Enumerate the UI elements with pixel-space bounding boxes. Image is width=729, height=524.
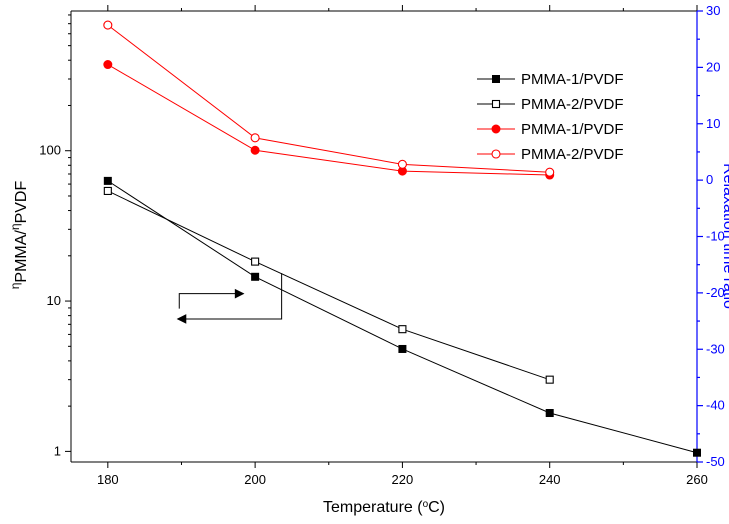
series-2-line — [107, 190, 550, 381]
x-tick-label: 220 — [392, 472, 414, 487]
x-tick-label: 260 — [686, 472, 708, 487]
series-1-point — [693, 448, 701, 457]
y-left-tick-label: 10 — [47, 293, 61, 308]
series-2-point — [398, 325, 407, 334]
y-right-tick-label: 30 — [706, 3, 720, 18]
left-axis-indicator-arrow — [176, 273, 283, 324]
series-2-point — [251, 257, 260, 266]
right-axis-indicator-arrow — [178, 288, 245, 309]
series-layer — [103, 20, 701, 457]
series-2-point — [545, 375, 554, 384]
y-axis-left: 1 10 100 — [39, 14, 71, 458]
y-left-tick-label: 100 — [39, 143, 61, 158]
series-1-point — [398, 344, 407, 353]
legend-label: PMMA-1/PVDF — [521, 71, 624, 88]
right-axis-indicator-arrow-line — [178, 293, 244, 309]
x-axis: 180 200 220 240 260 — [97, 5, 708, 487]
y-right-tick-label: 20 — [706, 59, 720, 74]
series-4-point — [250, 133, 260, 143]
left-axis-indicator-arrow-head — [176, 314, 187, 324]
y-right-tick-label: 0 — [706, 172, 713, 187]
y-axis-right: 30 20 10 0 -10 -20 -30 -40 -50 — [697, 3, 725, 469]
y-right-tick-label: -40 — [706, 398, 725, 413]
y-right-tick-label: -10 — [706, 229, 725, 244]
legend-label: PMMA-2/PVDF — [521, 146, 624, 163]
series-4 — [103, 20, 555, 177]
legend-marker — [492, 75, 500, 83]
y-axis-right-title: Relaxation time ratio — [720, 163, 729, 309]
legend-item-2: PMMA-2/PVDF — [477, 96, 624, 113]
x-tick-label: 200 — [244, 472, 266, 487]
y-axis-left-title: ηPMMA/ηPVDF — [8, 181, 30, 290]
legend-item-3: PMMA-1/PVDF — [477, 121, 624, 138]
series-1-point — [103, 176, 112, 185]
y-right-tick-label: -30 — [706, 341, 725, 356]
legend-marker — [491, 99, 501, 109]
y-right-tick-label: -20 — [706, 285, 725, 300]
legend-marker — [491, 124, 501, 134]
series-3-point — [103, 60, 113, 70]
y-left-tick-label: 1 — [54, 443, 61, 458]
series-1-point — [545, 409, 554, 418]
legend-item-1: PMMA-1/PVDF — [477, 71, 624, 88]
series-1 — [103, 176, 701, 457]
series-2-point — [103, 186, 112, 196]
x-tick-label: 180 — [97, 472, 119, 487]
series-2 — [103, 186, 554, 384]
legend-label: PMMA-2/PVDF — [521, 96, 624, 113]
series-4-point — [397, 159, 407, 169]
series-4-point — [545, 167, 555, 177]
series-1-point — [251, 272, 260, 281]
legend: PMMA-1/PVDF PMMA-2/PVDF PMMA-1/PVDF PMMA-2/… — [477, 71, 624, 163]
right-axis-indicator-arrow-head — [234, 288, 245, 299]
x-axis-title: Temperature (oC) — [323, 499, 445, 517]
legend-item-4: PMMA-2/PVDF — [477, 146, 624, 163]
annotations — [176, 273, 283, 324]
y-right-tick-label: -50 — [706, 454, 725, 469]
series-4-point — [103, 20, 113, 30]
left-axis-indicator-arrow-line — [177, 273, 283, 320]
legend-label: PMMA-1/PVDF — [521, 121, 624, 138]
legend-marker — [491, 149, 501, 159]
series-3-point — [250, 145, 260, 155]
y-right-tick-label: 10 — [706, 116, 720, 131]
series-4-line — [107, 24, 550, 173]
series-3-line — [107, 64, 550, 176]
x-tick-label: 240 — [539, 472, 561, 487]
